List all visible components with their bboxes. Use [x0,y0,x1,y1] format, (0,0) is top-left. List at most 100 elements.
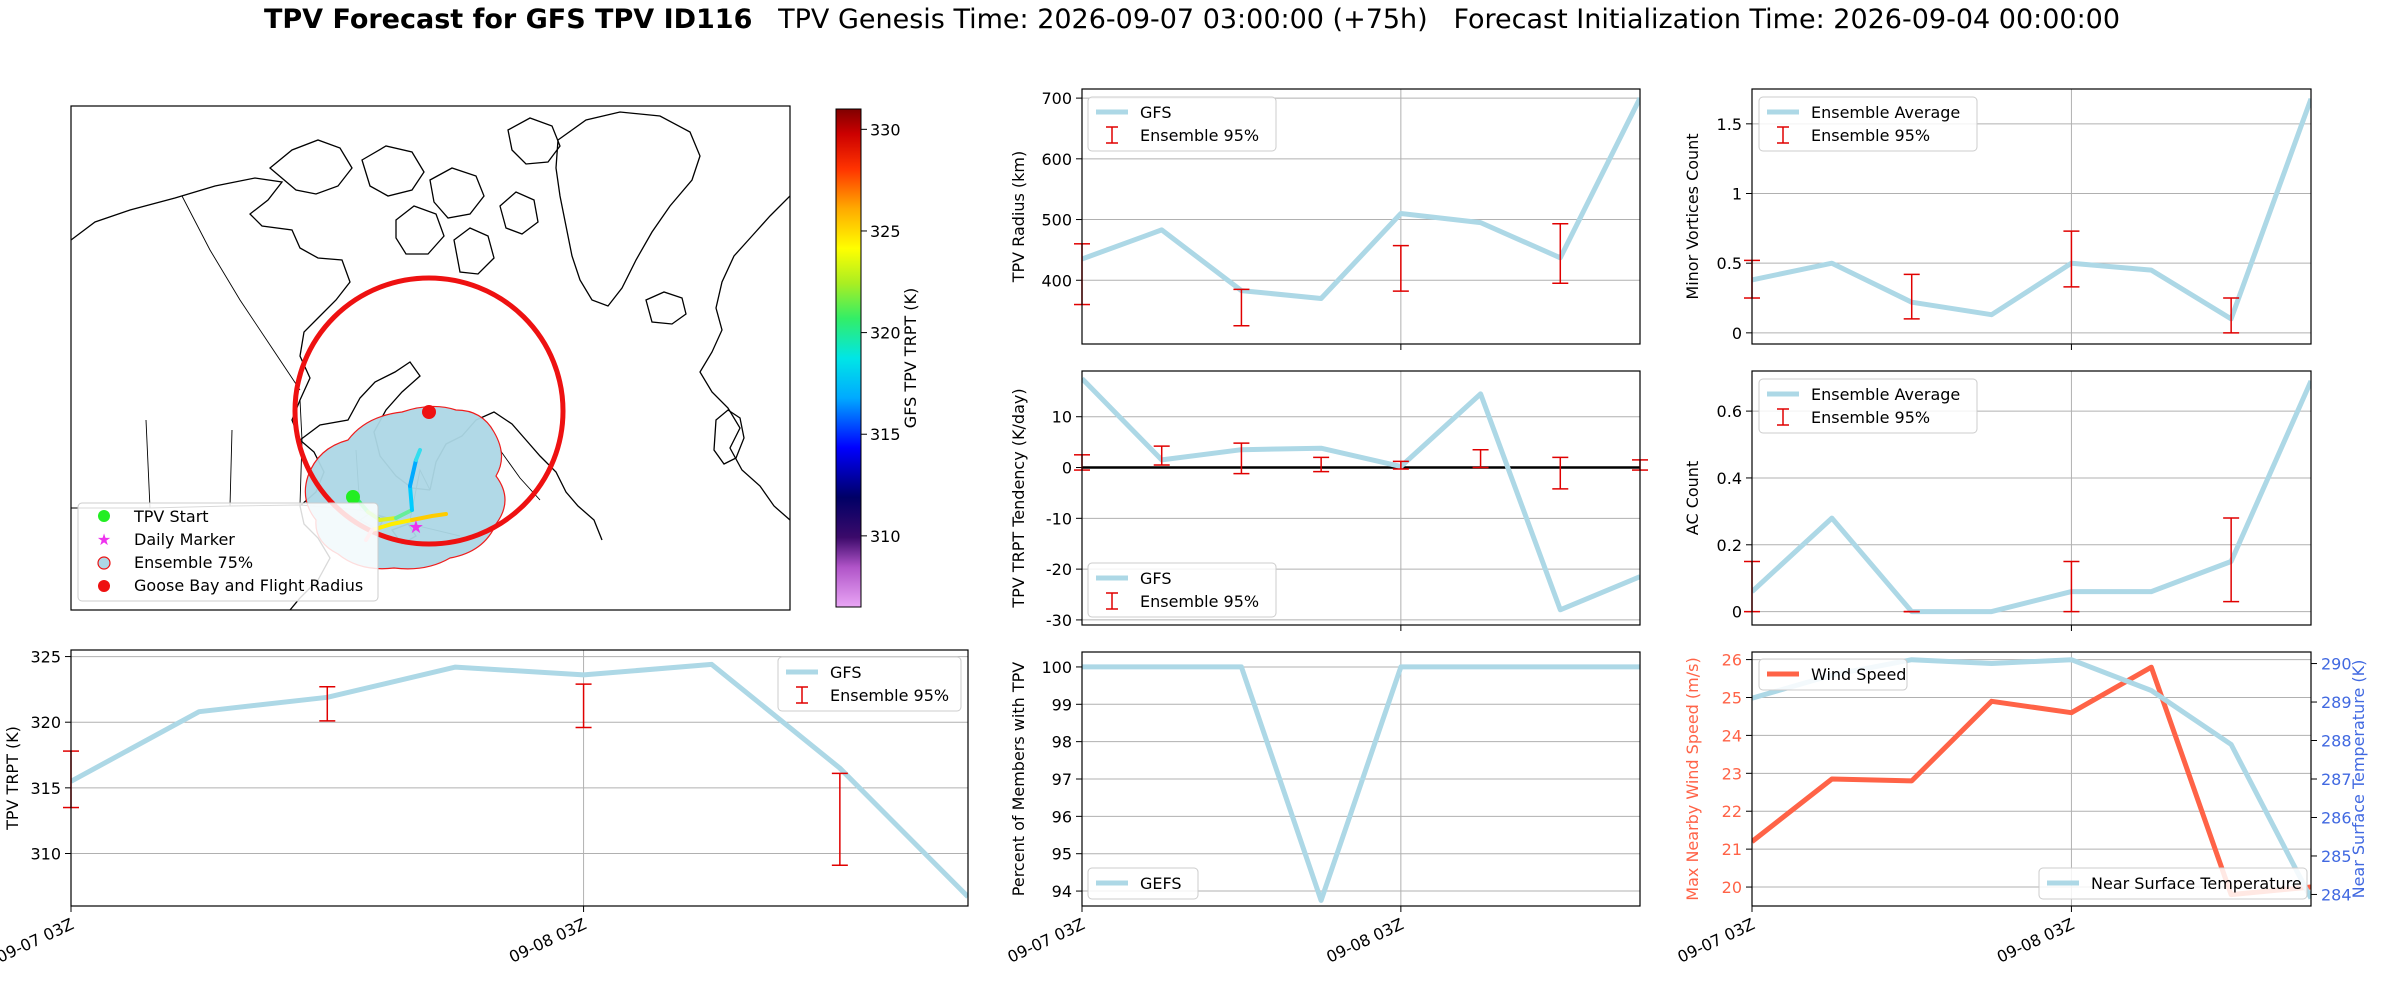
axes-frame [1081,651,1641,907]
legend-label: Wind Speed [1811,665,1906,684]
y-tick-label: 22 [1722,802,1742,821]
legend-box [1758,378,1978,434]
errorbar [1903,273,1920,320]
axes-frame [70,649,969,907]
axes-frame [1751,88,2312,345]
legend-label: Ensemble 95% [1811,408,1930,427]
legend: GEFS [1087,867,1199,900]
errorbar [1552,456,1569,490]
y-tick-label: 94 [1052,882,1072,901]
init-time: Forecast Initialization Time: 2026-09-04… [1453,4,2121,35]
coastline-europe [699,195,790,521]
plot-area [1082,376,1640,613]
x-tick-label: 09-07 03Z [1675,914,1758,966]
legend-label: Ensemble 95% [1140,126,1259,145]
legend: Ensemble Average Ensemble 95% [1758,378,1978,434]
errorbar [1313,456,1330,473]
plot-area [1082,96,1640,301]
errorbar [2063,560,2080,613]
series-line-gfs [1082,96,1640,301]
series-line-gfs [1082,376,1640,613]
colorbar: 310 315 320 325 330 GFS TPV TRPT (K) [835,108,920,608]
y-axis-label: AC Count [1683,461,1702,535]
axes-frame [1751,370,2312,626]
series-line-wind-speed [1752,664,2311,898]
goose-bay-flight-radius [292,275,566,547]
y-tick-label: 0 [1062,459,1072,478]
colorbar-tick-label: 315 [870,425,901,444]
plot-area [1752,657,2311,900]
y-tick-label: 20 [1722,878,1742,897]
y-tick-label: 25 [1722,688,1742,707]
series-line-ensemble-average [1752,379,2311,615]
axes-frame [1081,370,1641,626]
colorbar-tick-label: 330 [870,120,901,139]
errorbar [1392,460,1409,470]
legend-daily-icon: ★ [97,530,111,549]
legend-ensemble-label: Ensemble 75% [134,553,253,572]
x-tick-label: 09-07 03Z [0,914,77,966]
x-tick-label: 09-07 03Z [1005,914,1088,966]
legend: GFS Ensemble 95% [777,656,962,712]
y-tick-label: 10 [1052,408,1072,427]
legend-label: GEFS [1140,874,1182,893]
legend-start-label: TPV Start [133,507,209,526]
y-tick-label: 0.6 [1717,402,1742,421]
y2-axis-label: Near Surface Temperature (K) [2349,660,2368,899]
y-tick-label: -30 [1046,611,1072,630]
legend: GFS Ensemble 95% [1087,96,1277,152]
errorbar [831,772,848,867]
y-tick-label: 310 [30,844,61,863]
legend: GFS Ensemble 95% [1087,562,1277,618]
plot-area [1752,97,2311,322]
x-tick-label: 09-08 03Z [1323,914,1406,966]
y-tick-label: -20 [1046,560,1072,579]
legend: Wind Speed Near Surface Temperature [1758,658,2308,900]
goose-bay-marker [422,405,436,419]
colorbar-label: GFS TPV TRPT (K) [901,288,920,428]
plot-area [71,661,968,899]
legend-box [1758,658,1908,691]
errorbar [1233,442,1250,475]
legend-start-icon [98,510,110,522]
y-tick-label: 26 [1722,651,1742,670]
y-tick-label: 320 [30,713,61,732]
y-axis-label: Minor Vortices Count [1683,133,1702,299]
legend-daily-label: Daily Marker [134,530,235,549]
chart-panels: 310 315 320 325 09-07 03Z 09-08 03Z TPV TRPT (… [0,88,2368,967]
chart-members: 94 95 96 97 98 99 100 09-07 03Z 09-08 03Z Percent… [1005,651,1641,967]
coastline-greenland [555,111,701,307]
colorbar-tick-label: 325 [870,222,901,241]
coastline-britain [713,409,745,465]
figure-title: TPV Forecast for GFS TPV ID116 TPV Genes… [0,4,2384,35]
chart-tendency: -30 -20 -10 0 10 TPV TRPT Tendency (K/day) GFS… [1009,370,1648,631]
y2-tick-label: 284 [2321,885,2352,904]
coastline-arctic-islands [268,117,561,275]
legend-box [1087,867,1199,900]
errorbar [575,683,592,729]
y-tick-label: 1.5 [1717,115,1742,134]
legend-label: GFS [1140,569,1171,588]
x-tick-label: 09-08 03Z [506,914,589,966]
axes-frame [1081,88,1641,345]
legend-box [1087,96,1277,152]
y-axis-label: TPV TRPT Tendency (K/day) [1009,388,1028,608]
series-line-gfs [71,661,968,899]
y-tick-label: 99 [1052,695,1072,714]
y-tick-label: 400 [1041,271,1072,290]
errorbar [1552,223,1569,285]
series-line-ensemble-average [1752,97,2311,322]
daily-marker: ★ [408,517,424,538]
colorbar-tick-label: 310 [870,527,901,546]
genesis-time: TPV Genesis Time: 2026-09-07 03:00:00 (+… [778,4,1428,35]
y-tick-label: 0.5 [1717,254,1742,273]
colorbar-ramp [835,108,862,608]
y-tick-label: 1 [1732,185,1742,204]
colorbar-tick-label: 320 [870,324,901,343]
y-tick-label: 23 [1722,764,1742,783]
errorbar [319,686,336,722]
colorbar-ticks: 310 315 320 325 330 [861,120,901,546]
errorbar [2223,517,2240,603]
legend-label: Ensemble 95% [1140,592,1259,611]
